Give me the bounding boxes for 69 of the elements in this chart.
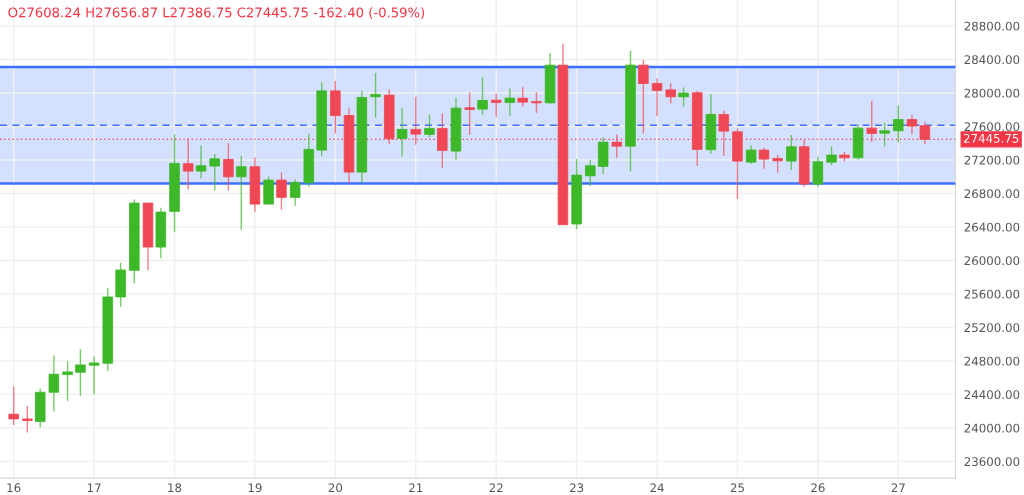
y-tick-label: 28000.00 [964,88,1020,98]
x-tick-label: 20 [328,483,343,493]
x-tick-label: 27 [891,483,905,492]
y-tick-label: 26800.00 [964,189,1020,199]
candlestick [879,122,890,147]
candlestick [209,153,220,192]
candlestick [585,159,596,187]
x-tick-label: 26 [811,483,825,493]
y-tick-label: 24400.00 [964,390,1020,400]
y-tick-label: 28800.00 [964,21,1020,31]
candlestick [289,178,301,207]
candlestick [745,144,757,165]
x-tick-label: 25 [730,483,744,493]
y-tick-label: 26000.00 [964,256,1020,266]
x-tick-label: 17 [87,483,101,492]
candlestick [919,120,931,146]
candlestick [611,133,623,159]
y-tick-label: 24800.00 [964,356,1020,366]
y-tick-label: 25600.00 [964,289,1020,299]
candlestick [678,86,689,108]
x-tick-label: 18 [168,483,182,493]
candlestick [88,355,100,395]
candlestick [866,100,877,143]
y-tick-label: 24000.00 [964,423,1020,433]
candlestick [424,113,435,139]
y-tick-label: 27600.00 [964,122,1020,132]
candlestick [718,110,730,157]
candlestick [223,142,234,192]
candlestick [8,385,19,426]
candlestick [75,348,86,397]
candlestick [651,77,663,117]
x-tick-label: 19 [248,483,262,493]
candlestick [504,87,516,117]
candlestick [826,145,837,166]
candlestick [396,107,408,158]
x-tick-label: 16 [7,483,21,493]
x-tick-label: 24 [650,483,664,492]
y-tick-label: 25200.00 [964,323,1020,333]
y-tick-label: 26400.00 [964,222,1020,232]
candlestick [22,405,33,434]
candlestick [665,82,676,105]
candlestick [477,76,488,116]
candlestick [531,91,542,114]
candlestick [812,156,824,188]
candlestick [437,112,448,169]
x-tick-label: 23 [569,483,584,493]
candlestick [410,96,422,146]
candlestick [893,104,904,144]
candlestick [182,137,194,191]
y-tick-label: 23600.00 [964,457,1020,467]
candlestick [48,354,60,413]
candlestick [62,360,73,402]
candlestick [490,92,502,118]
candlestick [786,134,797,171]
candlestick [517,86,528,108]
y-tick-label: 27200.00 [964,155,1020,165]
candlestick [276,171,287,211]
candlestick [906,114,918,136]
candlestick [464,91,475,136]
x-tick-label: 22 [489,483,503,492]
x-tick-label: 21 [409,483,423,492]
candlestick [638,58,649,135]
candlestick [236,155,247,231]
y-tick-label: 28400.00 [964,55,1020,65]
candlestick [195,144,207,180]
annotation: O27608.24 H27656.87 L27386.75 C27445.75 -162.40 (-0.59%) [8,7,425,19]
candlestick [370,72,381,119]
candlestick [758,147,770,170]
ref-line-label: 27445.75 [963,133,1019,143]
